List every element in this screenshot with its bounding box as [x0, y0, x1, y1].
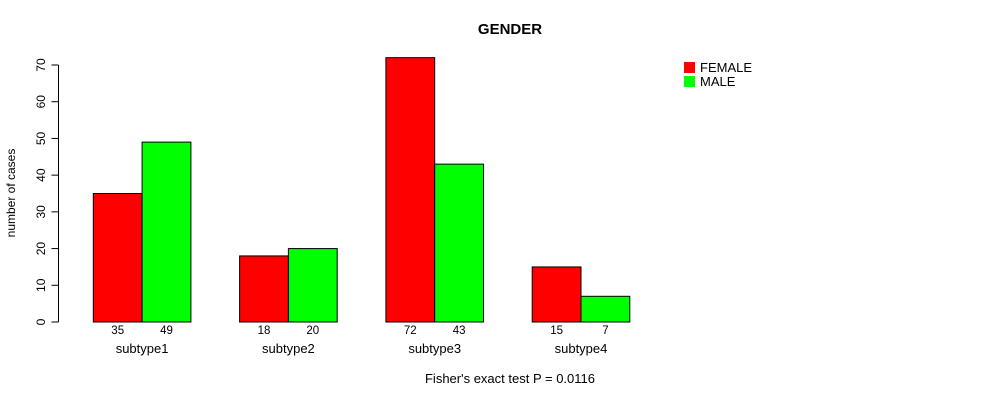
y-axis-tick-label: 60	[34, 95, 48, 109]
y-axis-tick-label: 70	[34, 58, 48, 72]
bar-value-label: 18	[258, 325, 271, 337]
legend-entry-male: MALE	[684, 75, 752, 88]
bar-male-subtype1	[141, 141, 192, 323]
bar-male-subtype3	[434, 163, 485, 323]
bar-value-label: 7	[602, 325, 608, 337]
category-label-subtype2: subtype2	[262, 341, 315, 356]
bar-value-label: 72	[404, 325, 417, 337]
y-axis-tick-label: 40	[34, 168, 48, 182]
bar-female-subtype3	[385, 57, 436, 323]
bar-value-label: 49	[160, 325, 173, 337]
chart-title: GENDER	[477, 21, 543, 38]
legend-label: MALE	[700, 74, 736, 89]
y-axis-tick-label: 50	[34, 131, 48, 145]
bar-male-subtype2	[287, 248, 338, 323]
bar-value-label: 15	[550, 325, 563, 337]
bar-female-subtype4	[531, 266, 582, 323]
y-axis-tick-label: 10	[34, 278, 48, 292]
legend-swatch-icon	[684, 62, 695, 73]
category-label-subtype3: subtype3	[408, 341, 461, 356]
category-label-subtype1: subtype1	[116, 341, 169, 356]
bar-female-subtype1	[92, 193, 143, 323]
legend-entry-female: FEMALE	[684, 61, 752, 74]
y-axis-tick-label: 30	[34, 205, 48, 219]
bar-value-label: 43	[453, 325, 466, 337]
bar-female-subtype2	[239, 255, 289, 323]
statistical-test-note: Fisher's exact test P = 0.0116	[424, 371, 596, 386]
y-axis-tick-label: 0	[34, 318, 48, 325]
legend: FEMALE MALE	[684, 61, 752, 89]
bar-value-label: 35	[111, 325, 124, 337]
category-label-subtype4: subtype4	[555, 341, 608, 356]
legend-label: FEMALE	[700, 60, 753, 75]
y-axis-tick-label: 20	[34, 242, 48, 256]
legend-swatch-icon	[684, 76, 695, 87]
bar-male-subtype4	[580, 295, 631, 323]
bar-value-label: 20	[306, 325, 319, 337]
